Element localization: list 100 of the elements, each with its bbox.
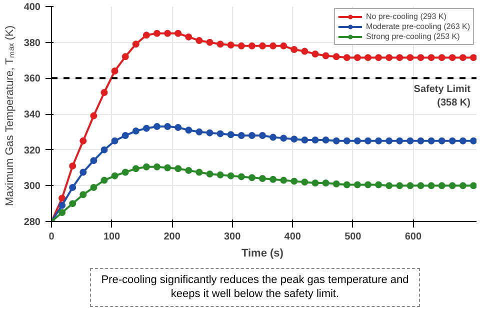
- point: [80, 168, 87, 176]
- point: [132, 128, 140, 135]
- point: [364, 181, 372, 188]
- point: [459, 137, 466, 144]
- point: [312, 136, 319, 144]
- point: [174, 30, 182, 37]
- point: [290, 46, 298, 53]
- point: [417, 54, 424, 62]
- point: [216, 171, 224, 178]
- point: [80, 137, 87, 144]
- point: [142, 163, 150, 170]
- point: [111, 68, 118, 74]
- point: [343, 54, 350, 62]
- point: [322, 136, 330, 144]
- point: [90, 112, 98, 120]
- y-tick-label: 340: [24, 110, 41, 120]
- point: [185, 126, 192, 134]
- point: [280, 134, 288, 142]
- point: [196, 37, 203, 44]
- point: [301, 136, 308, 144]
- point: [386, 182, 393, 190]
- point: [386, 137, 393, 144]
- point: [386, 54, 393, 62]
- legend-label: Moderate pre-cooling (263 K): [366, 22, 470, 31]
- point: [448, 182, 456, 190]
- point: [227, 42, 234, 49]
- point: [428, 182, 435, 190]
- point: [375, 137, 382, 144]
- point: [343, 181, 350, 188]
- y-tick-label: 280: [24, 217, 41, 228]
- point: [90, 157, 98, 164]
- y-tick-label: 320: [24, 145, 41, 156]
- point: [238, 173, 245, 180]
- point: [417, 137, 424, 144]
- y-tick-label: 400: [24, 2, 41, 13]
- y-tick-label: 380: [24, 38, 41, 49]
- point: [258, 132, 266, 139]
- point: [312, 50, 319, 58]
- x-tick-label: 100: [103, 232, 121, 242]
- point: [301, 48, 308, 55]
- point: [375, 54, 382, 62]
- point: [448, 137, 456, 144]
- point: [122, 53, 129, 60]
- point: [58, 202, 66, 209]
- point: [185, 33, 192, 40]
- point: [332, 137, 340, 144]
- y-axis-title: Maximum Gas Temperature, Tₘₐₓ (K): [4, 25, 16, 206]
- point: [428, 54, 435, 62]
- point: [206, 38, 214, 46]
- point: [153, 163, 160, 170]
- legend-label: No pre-cooling (293 K): [366, 12, 446, 21]
- point: [301, 178, 308, 186]
- point: [80, 191, 87, 198]
- point: [227, 172, 234, 180]
- point: [438, 54, 446, 62]
- point: [332, 53, 340, 60]
- point: [248, 174, 256, 182]
- x-axis-title: Time (s): [241, 248, 284, 260]
- point: [216, 40, 224, 48]
- x-tick-label: 400: [284, 232, 302, 242]
- point: [375, 181, 382, 188]
- point: [164, 123, 172, 130]
- point: [100, 176, 108, 184]
- point: [227, 131, 234, 138]
- point: [174, 165, 182, 172]
- x-tick-label: 200: [164, 232, 181, 242]
- point: [58, 194, 66, 202]
- text: Pre-cooling significantly reduces the peak gas temperature and keeps it well below the safety limit.: [100, 273, 410, 302]
- legend-label: Strong pre-cooling (253 K): [366, 32, 460, 41]
- point: [270, 134, 277, 141]
- x-tick-label: 600: [404, 232, 422, 242]
- point: [270, 42, 277, 50]
- point: [122, 132, 129, 139]
- point: [185, 166, 192, 174]
- point: [122, 168, 129, 176]
- x-tick-label: 300: [224, 232, 242, 242]
- point: [248, 42, 256, 50]
- point: [196, 168, 203, 176]
- y-tick-label: 300: [24, 181, 41, 192]
- point: [280, 42, 288, 50]
- ref-line-label: Safety Limit (358 K): [414, 84, 472, 108]
- point: [448, 54, 456, 62]
- point: [153, 30, 160, 37]
- point: [396, 182, 404, 190]
- point: [290, 136, 298, 143]
- point: [164, 164, 172, 172]
- point: [470, 137, 476, 144]
- point: [459, 182, 466, 190]
- point: [238, 132, 245, 139]
- point: [111, 137, 118, 144]
- point: [100, 146, 108, 154]
- point: [58, 209, 66, 216]
- point: [164, 30, 172, 37]
- point: [69, 184, 76, 191]
- point: [290, 178, 298, 185]
- y-tick-label: 360: [24, 74, 41, 85]
- point: [396, 137, 404, 144]
- point: [322, 179, 330, 186]
- point: [248, 132, 256, 139]
- point: [206, 170, 214, 178]
